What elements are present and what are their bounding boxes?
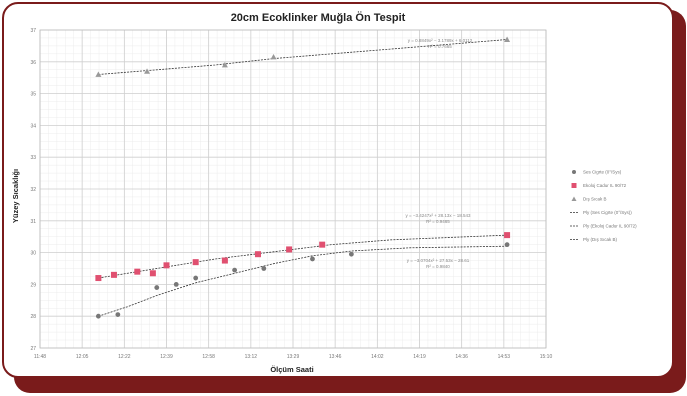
chart-frame [2, 2, 674, 378]
data-point [310, 256, 315, 262]
data-point [163, 262, 170, 269]
y-tick-label: 27 [30, 346, 36, 352]
trendline-equation: y = −3.4247x² + 28.13x − 18.543 [405, 213, 471, 218]
data-points [95, 36, 511, 319]
data-point [504, 242, 510, 248]
x-tick-label: 14:36 [455, 354, 468, 360]
trendline [98, 234, 508, 279]
data-point [134, 268, 141, 275]
data-point [193, 275, 199, 281]
data-point [286, 246, 293, 253]
data-point [192, 259, 199, 266]
legend-marker [571, 183, 577, 188]
trendline [98, 39, 508, 75]
legend-marker [571, 196, 577, 201]
x-axis-label: Ölçüm Saati [270, 365, 313, 374]
r-squared-label: R² = 0.9465 [426, 219, 450, 224]
data-point [232, 267, 238, 273]
x-tick-label: 13:46 [329, 354, 342, 360]
y-tick-label: 29 [30, 282, 36, 288]
x-tick-label: 12:39 [160, 354, 173, 360]
y-tick-label: 36 [30, 60, 36, 66]
data-point [110, 271, 117, 278]
data-point [254, 251, 261, 258]
x-tick-label: 14:53 [498, 354, 511, 360]
r-squared-label: R² = 0.7665 [428, 44, 452, 49]
r-squared-label: R² = 0.9840 [426, 264, 450, 269]
y-axis-label: Yüzey Sıcaklığı [11, 169, 20, 223]
legend-label: Dış Sıcak B [583, 197, 607, 202]
y-tick-label: 32 [30, 187, 36, 193]
y-tick-label: 30 [30, 251, 36, 257]
data-point [319, 241, 326, 248]
trendline [98, 245, 508, 317]
x-tick-label: 14:02 [371, 354, 384, 360]
x-tick-label: 12:22 [118, 354, 131, 360]
y-tick-label: 31 [30, 219, 36, 225]
data-point [95, 313, 101, 319]
y-tick-label: 34 [30, 123, 36, 129]
data-point [149, 270, 156, 277]
data-point [173, 282, 179, 287]
axes: 11:48 12:05 12:22 12:39 12:58 13:12 13:29 13:46… [30, 28, 552, 360]
data-point [504, 232, 511, 239]
grid [39, 29, 547, 349]
x-tick-label: 11:48 [34, 354, 46, 360]
data-point [154, 285, 160, 290]
y-tick-label: 28 [30, 314, 36, 320]
x-tick-label: 12:58 [202, 354, 215, 360]
x-tick-label: 13:29 [287, 354, 300, 360]
data-point [348, 251, 354, 257]
x-tick-label: 14:19 [413, 354, 426, 360]
data-point [504, 36, 511, 42]
legend-label: Ply (Ekoloj Cadur IL 90/72) [583, 224, 637, 229]
chart-title: 20cm Ecoklinker Muğla Ön Tespit [231, 11, 406, 24]
data-point [261, 266, 267, 271]
trendline-equation: y = −3.0704x² + 27.53x − 28.61 [407, 258, 470, 263]
legend-label: Ekoloj Cadur IL 90/72 [583, 183, 627, 188]
legend-label: Ply (Dış Sıcak B) [583, 237, 618, 242]
trendline-equation: y = 0.8849x² − 3.1789x + 6.0112 [408, 38, 473, 43]
data-point [95, 275, 102, 282]
data-point [115, 312, 121, 318]
x-tick-label: 12:05 [76, 354, 89, 360]
plot-area-border [39, 29, 547, 349]
x-tick-label: 15:10 [540, 354, 553, 360]
legend-marker [572, 170, 576, 174]
y-tick-label: 33 [30, 155, 36, 161]
y-tick-label: 35 [30, 92, 36, 98]
x-tick-label: 13:12 [245, 354, 258, 360]
legend: Ses Cigrte (0°/Sys) Ekoloj Cadur IL 90/72… [570, 170, 637, 242]
legend-label: Ses Cigrte (0°/Sys) [583, 170, 622, 175]
data-point [270, 54, 277, 60]
y-tick-label: 37 [30, 28, 36, 34]
data-point [221, 257, 228, 264]
data-point [221, 61, 228, 68]
data-point [144, 68, 151, 74]
data-point [95, 71, 102, 77]
trendlines [98, 39, 508, 317]
legend-label: Ply (Ses Cigrte (0°/Sys)) [583, 210, 632, 215]
